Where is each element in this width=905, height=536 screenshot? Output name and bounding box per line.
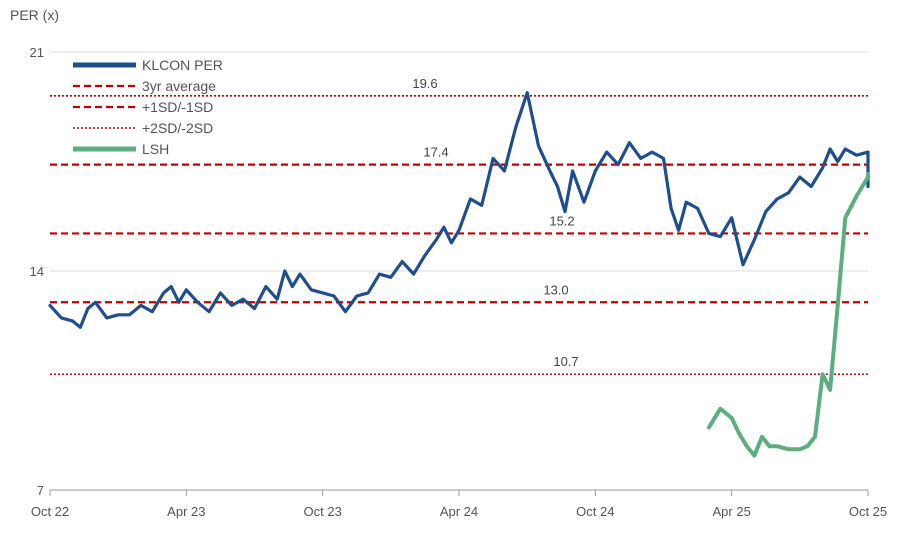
x-tick-label-1: Apr 23 [167, 504, 205, 519]
x-tick-label-6: Oct 25 [849, 504, 887, 519]
reference-lines: 15.2 17.4 13.0 19.6 10.7 [50, 76, 868, 376]
x-axis: Oct 22 Apr 23 Oct 23 Apr 24 Oct 24 Apr 25 Oct … [31, 489, 887, 519]
series-lines [48, 91, 870, 458]
legend-label-4: LSH [142, 141, 169, 157]
legend-label-3: +2SD/-2SD [142, 120, 213, 136]
y-tick-label-0: 7 [37, 483, 44, 498]
legend-label-0: KLCON PER [142, 57, 223, 73]
series-line-lsh [706, 172, 870, 458]
x-tick-label-2: Oct 23 [304, 504, 342, 519]
y-axis-label: PER (x) [10, 7, 59, 23]
y-tick-label-1: 14 [30, 264, 44, 279]
y-tick-label-2: 21 [30, 45, 44, 60]
ref-label-3-1: 10.7 [553, 354, 578, 369]
ref-label-3-0: 19.6 [412, 76, 437, 91]
x-tick-label-5: Apr 25 [713, 504, 751, 519]
gridlines [50, 51, 868, 491]
y-axis-ticks: 7 14 21 [30, 45, 44, 498]
ref-label-2-1: 13.0 [543, 282, 568, 297]
x-tick-label-3: Apr 24 [440, 504, 478, 519]
x-tick-label-4: Oct 24 [576, 504, 614, 519]
series-line-klcon-per [48, 91, 870, 329]
x-tick-label-0: Oct 22 [31, 504, 69, 519]
ref-label-1-0: 15.2 [549, 213, 574, 228]
ref-label-2-0: 17.4 [423, 145, 448, 160]
legend: KLCON PER 3yr average +1SD/-1SD +2SD/-2SD LS… [73, 57, 223, 157]
legend-label-2: +1SD/-1SD [142, 99, 213, 115]
legend-label-1: 3yr average [142, 78, 216, 94]
